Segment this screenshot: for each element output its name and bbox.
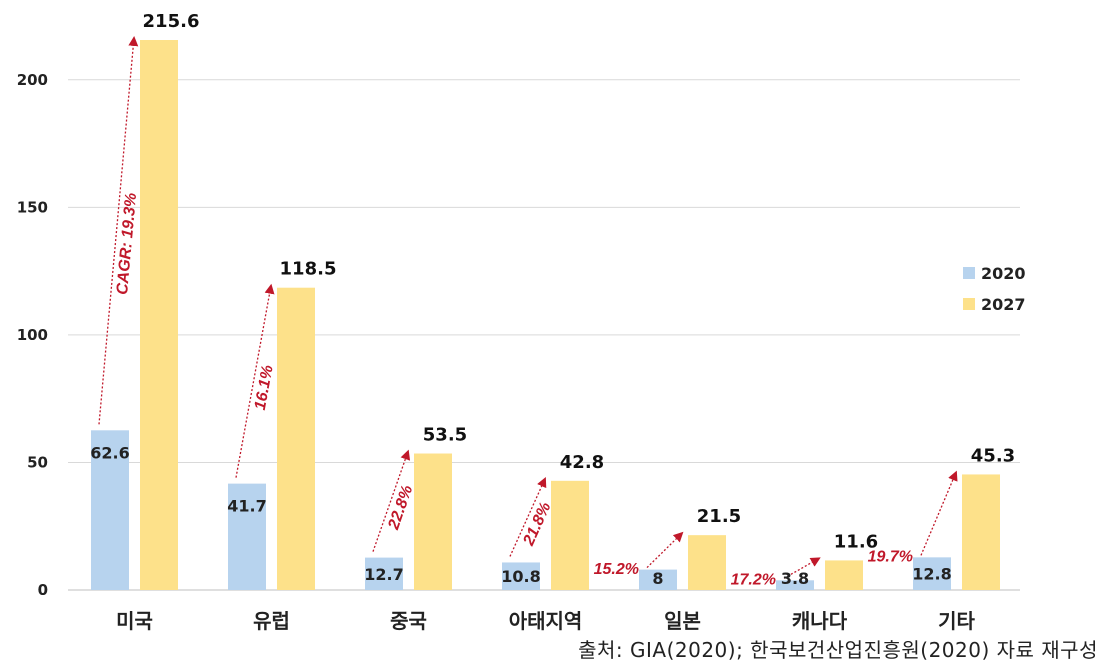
bar-2020-1 [228,483,266,590]
category-label: 기타 [938,609,975,633]
bar-2027-4 [688,535,726,590]
cagr-arrow-2 [372,449,411,552]
bars [91,40,1000,590]
bar-2027-1 [277,287,315,590]
bar-2020-4 [639,569,677,590]
value-label-2027: 118.5 [280,259,337,280]
y-tick-label: 150 [17,198,48,216]
category-label: 미국 [116,609,153,633]
value-label-2027: 53.5 [423,425,467,446]
category-label: 일본 [664,609,701,633]
y-axis-ticks: 0 50 100 150 200 [17,71,48,599]
bar-2020-5 [776,580,814,590]
legend-label: 2020 [981,264,1026,283]
cagr-label: 15.2% [594,561,639,578]
bar-2020-6 [913,557,951,590]
y-tick-label: 100 [17,326,48,344]
bar-2020-3 [502,562,540,590]
category-label: 아태지역 [509,609,583,633]
value-label-2020: 8 [652,569,663,588]
value-label-2027: 45.3 [971,445,1015,466]
value-label-2027: 11.6 [834,531,878,552]
value-label-2020: 3.8 [781,569,809,588]
cagr-label: 21.8% [520,500,555,549]
cagr-arrow-5 [783,557,821,579]
bar-2027-0 [140,40,178,590]
cagr-label: 22.8% [385,483,416,532]
value-label-2027: 215.6 [143,11,200,32]
bar-2027-6 [962,474,1000,590]
source-note: 출처: GIA(2020); 한국보건산업진흥원(2020) 자료 재구성 [578,638,1098,662]
legend-swatch-2020 [963,267,975,279]
value-label-2020: 12.8 [912,565,951,584]
value-label-2020: 41.7 [227,497,266,516]
cagr-arrow-6 [920,470,958,556]
value-label-2020: 12.7 [364,565,403,584]
value-label-2027: 42.8 [560,452,604,473]
bar-2027-5 [825,560,863,590]
bar-2027-2 [414,453,452,590]
cagr-arrow-0 [98,36,139,425]
category-label: 캐나다 [792,609,848,633]
y-tick-label: 0 [38,581,48,599]
bar-2027-3 [551,480,589,590]
cagr-arrow-4 [646,531,684,569]
legend-label: 2027 [981,295,1026,314]
cagr-arrows [98,36,958,579]
bar-2020-0 [91,430,129,590]
bar-2020-2 [365,557,403,590]
category-label: 유럽 [253,609,290,633]
value-label-2027: 21.5 [697,506,741,527]
x-axis-categories: 미국 유럽 중국 아태지역 일본 캐나다 기타 [116,609,975,633]
y-tick-label: 200 [17,71,48,89]
cagr-label: 17.2% [731,572,776,589]
legend: 2020 2027 [963,264,1026,314]
cagr-arrow-1 [235,283,275,478]
y-tick-label: 50 [27,453,48,471]
value-label-2020: 10.8 [501,567,540,586]
legend-swatch-2027 [963,298,975,310]
cagr-label: 19.7% [868,549,913,566]
value-label-2020: 62.6 [90,443,129,462]
category-label: 중국 [390,609,427,633]
